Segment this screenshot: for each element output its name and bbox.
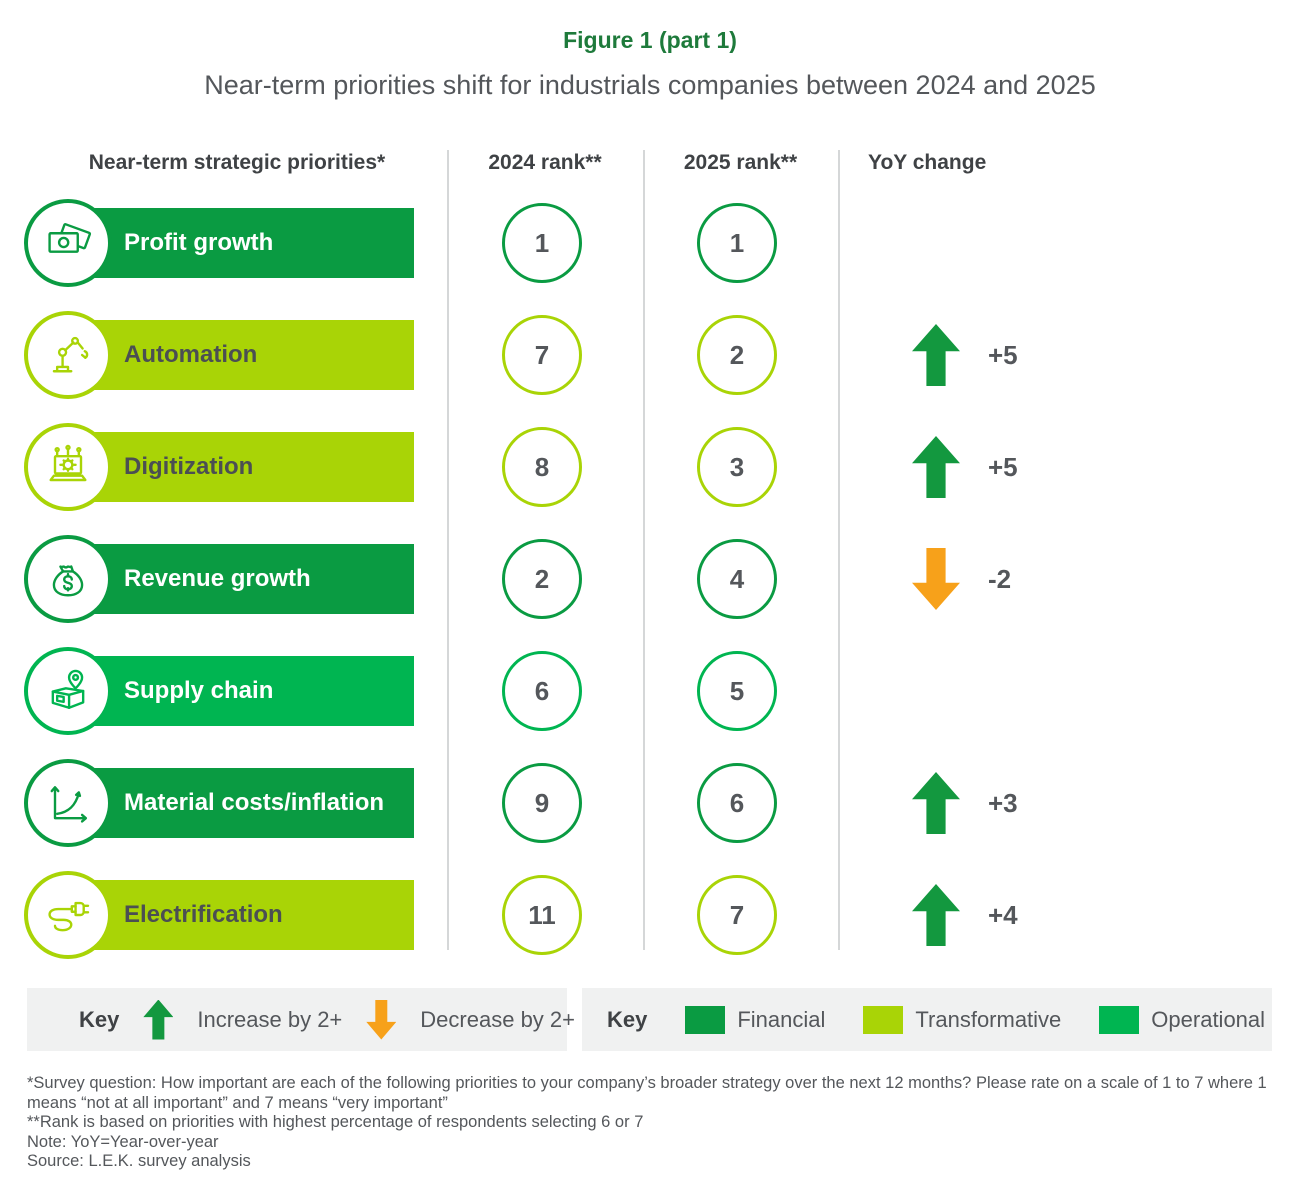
rank-2025-circle: 2 bbox=[697, 315, 777, 395]
footnotes: *Survey question: How important are each… bbox=[27, 1074, 1277, 1172]
col-header-yoy-change: YoY change bbox=[868, 151, 987, 174]
rank-2024-circle: 1 bbox=[502, 203, 582, 283]
figure-title: Figure 1 (part 1) bbox=[563, 27, 737, 53]
rank-2025-circle: 7 bbox=[697, 875, 777, 955]
priority-bar: Electrification bbox=[66, 880, 414, 950]
yoy-change-value: +5 bbox=[988, 340, 1018, 370]
rank-2025-circle: 5 bbox=[697, 651, 777, 731]
down-arrow-icon bbox=[366, 999, 397, 1040]
priority-label: Automation bbox=[124, 341, 258, 368]
priority-bar: Automation bbox=[66, 320, 414, 390]
col-header-2024-rank: 2024 rank** bbox=[488, 151, 602, 174]
column-divider bbox=[447, 150, 449, 950]
col-header-2025-rank: 2025 rank** bbox=[683, 151, 798, 174]
priority-row: Digitization 8 3 +5 bbox=[0, 422, 1300, 512]
key-arrows-box: Key Increase by 2+ Decrease by 2+ bbox=[27, 988, 575, 1051]
rank-2025-circle: 1 bbox=[697, 203, 777, 283]
operational-label: Operational bbox=[1151, 1006, 1266, 1032]
package-pin-icon bbox=[24, 647, 112, 735]
priority-row: Automation 7 2 +5 bbox=[0, 310, 1300, 400]
footnote-note: Note: YoY=Year-over-year bbox=[27, 1132, 219, 1151]
priority-row: Supply chain 6 5 bbox=[0, 646, 1300, 736]
priority-label: Material costs/inflation bbox=[124, 789, 385, 816]
key-label: Key bbox=[607, 1006, 648, 1032]
decrease-label: Decrease by 2+ bbox=[420, 1006, 575, 1032]
financial-label: Financial bbox=[737, 1006, 826, 1032]
up-arrow-icon bbox=[143, 999, 174, 1040]
column-divider bbox=[643, 150, 645, 950]
financial-swatch bbox=[685, 1005, 726, 1034]
up-arrow-icon bbox=[912, 884, 960, 946]
rank-2024-circle: 6 bbox=[502, 651, 582, 731]
rank-2025-circle: 6 bbox=[697, 763, 777, 843]
priority-row: Revenue growth 2 4 -2 bbox=[0, 534, 1300, 624]
priority-label: Profit growth bbox=[124, 229, 274, 256]
priority-row: Material costs/inflation 9 6 +3 bbox=[0, 758, 1300, 848]
plug-icon bbox=[24, 871, 112, 959]
down-arrow-icon bbox=[912, 548, 960, 610]
laptop-gear-icon bbox=[24, 423, 112, 511]
rank-2025-circle: 4 bbox=[697, 539, 777, 619]
rank-2024-circle: 11 bbox=[502, 875, 582, 955]
priority-bar: Profit growth bbox=[66, 208, 414, 278]
figure-subtitle: Near-term priorities shift for industria… bbox=[204, 70, 1096, 100]
priority-bar: Revenue growth bbox=[66, 544, 414, 614]
priority-row: Profit growth 1 1 bbox=[0, 198, 1300, 288]
operational-swatch bbox=[1099, 1005, 1140, 1034]
footnote-source: Source: L.E.K. survey analysis bbox=[27, 1152, 251, 1170]
yoy-change-value: +3 bbox=[988, 788, 1018, 818]
rank-2024-circle: 2 bbox=[502, 539, 582, 619]
priority-bar: Digitization bbox=[66, 432, 414, 502]
rank-2024-circle: 9 bbox=[502, 763, 582, 843]
column-divider bbox=[838, 150, 840, 950]
banknotes-icon bbox=[24, 199, 112, 287]
yoy-change-value: -2 bbox=[988, 564, 1012, 594]
up-arrow-icon bbox=[912, 772, 960, 834]
money-bag-icon bbox=[24, 535, 112, 623]
rising-curve-icon bbox=[24, 759, 112, 847]
up-arrow-icon bbox=[912, 324, 960, 386]
key-label: Key bbox=[79, 1006, 120, 1032]
priority-bar: Supply chain bbox=[66, 656, 414, 726]
transformative-label: Transformative bbox=[915, 1006, 1062, 1032]
yoy-change-value: +5 bbox=[988, 452, 1018, 482]
priority-label: Revenue growth bbox=[124, 565, 311, 592]
rank-2024-circle: 7 bbox=[502, 315, 582, 395]
up-arrow-icon bbox=[912, 436, 960, 498]
priority-label: Electrification bbox=[124, 901, 283, 928]
robot-arm-icon bbox=[24, 311, 112, 399]
yoy-change-value: +4 bbox=[988, 900, 1018, 930]
rank-2024-circle: 8 bbox=[502, 427, 582, 507]
increase-label: Increase by 2+ bbox=[197, 1006, 343, 1032]
footnote-survey-question: *Survey question: How important are each… bbox=[27, 1074, 1267, 1112]
col-header-priorities: Near-term strategic priorities* bbox=[88, 151, 386, 174]
priority-label: Supply chain bbox=[124, 677, 274, 704]
priority-bar: Material costs/inflation bbox=[66, 768, 414, 838]
priority-row: Electrification 11 7 +4 bbox=[0, 870, 1300, 960]
rank-2025-circle: 3 bbox=[697, 427, 777, 507]
priority-label: Digitization bbox=[124, 453, 254, 480]
transformative-swatch bbox=[863, 1005, 904, 1034]
footnote-rank: **Rank is based on priorities with highe… bbox=[27, 1113, 644, 1131]
key-categories-box: Key Financial Transformative Operational bbox=[582, 988, 1272, 1051]
